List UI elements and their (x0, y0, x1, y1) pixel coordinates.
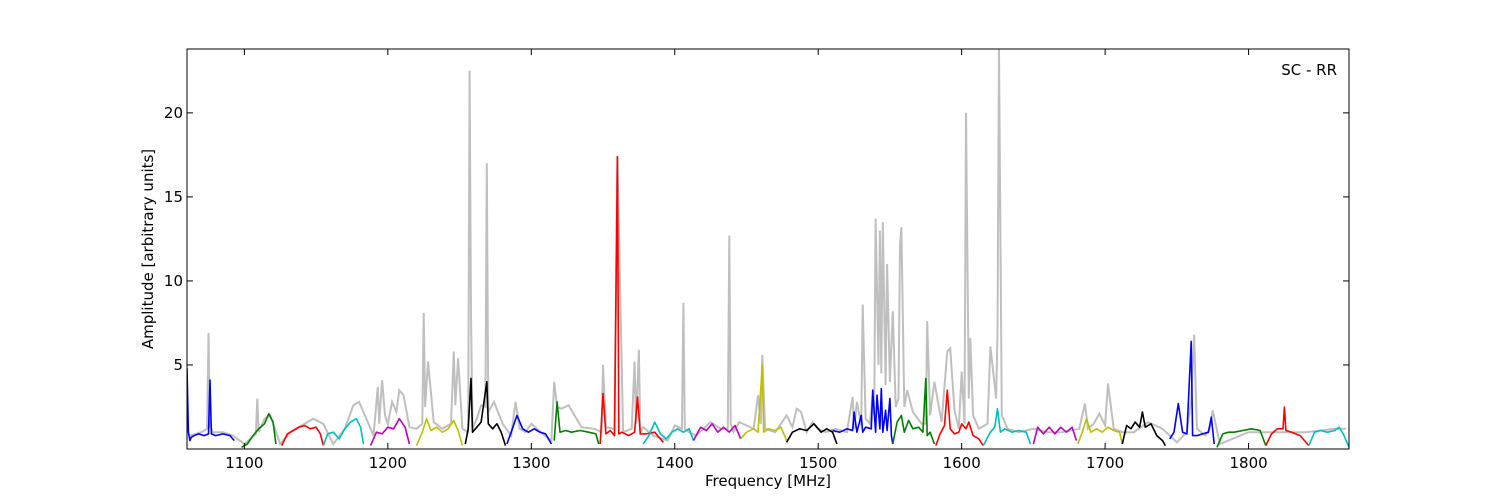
band-series-line-20 (1077, 417, 1124, 445)
band-series-line-18 (982, 407, 1032, 446)
y-axis-label: Amplitude [arbitrary units] (139, 149, 157, 349)
tick-layer: 1100 1200 1300 1400 1500 1600 1700 1800 5 10 15 20 (164, 49, 1349, 472)
x-tick-label: 1700 (1086, 454, 1124, 472)
band-series-line-21 (1121, 411, 1167, 447)
band-series-line-25 (1308, 426, 1349, 448)
band-series-line-1 (187, 368, 235, 442)
band-series-line-7 (464, 377, 507, 446)
band-series-line-5 (369, 417, 411, 446)
plot-frame (186, 48, 1350, 450)
background-spectrum-line (189, 49, 1347, 446)
x-tick-label: 1300 (512, 454, 550, 472)
x-tick-label: 1800 (1229, 454, 1267, 472)
band-series-line-2 (241, 412, 277, 448)
band-series-line-10 (599, 155, 664, 445)
band-series-line-17 (935, 389, 984, 447)
band-series-line-23 (1216, 428, 1267, 448)
band-series-line-16 (892, 377, 936, 445)
y-tick-label: 15 (164, 188, 183, 206)
band-series-line-13 (740, 364, 788, 441)
band-series-line-19 (1032, 426, 1078, 445)
band-series-line-3 (280, 424, 325, 446)
band-series-line-9 (553, 401, 600, 445)
x-tick-label: 1500 (799, 454, 837, 472)
y-tick-label: 10 (164, 272, 183, 290)
x-axis-label: Frequency [MHz] (705, 472, 831, 490)
data-layer (187, 49, 1349, 448)
band-series-line-14 (785, 423, 838, 445)
band-series-line-4 (322, 417, 365, 446)
band-series-line-12 (692, 423, 742, 441)
x-tick-label: 1400 (656, 454, 694, 472)
x-tick-label: 1600 (943, 454, 981, 472)
band-series-line-6 (415, 417, 464, 446)
band-series-line-22 (1169, 340, 1215, 445)
y-tick-label: 20 (164, 104, 183, 122)
x-tick-label: 1200 (369, 454, 407, 472)
y-tick-label: 5 (173, 356, 183, 374)
x-tick-label: 1100 (225, 454, 263, 472)
band-series-line-11 (642, 421, 695, 445)
band-series-line-8 (506, 414, 553, 445)
plot-annotation: SC - RR (1281, 61, 1337, 79)
band-series-line-24 (1265, 406, 1310, 447)
band-series-line-15 (832, 387, 894, 445)
